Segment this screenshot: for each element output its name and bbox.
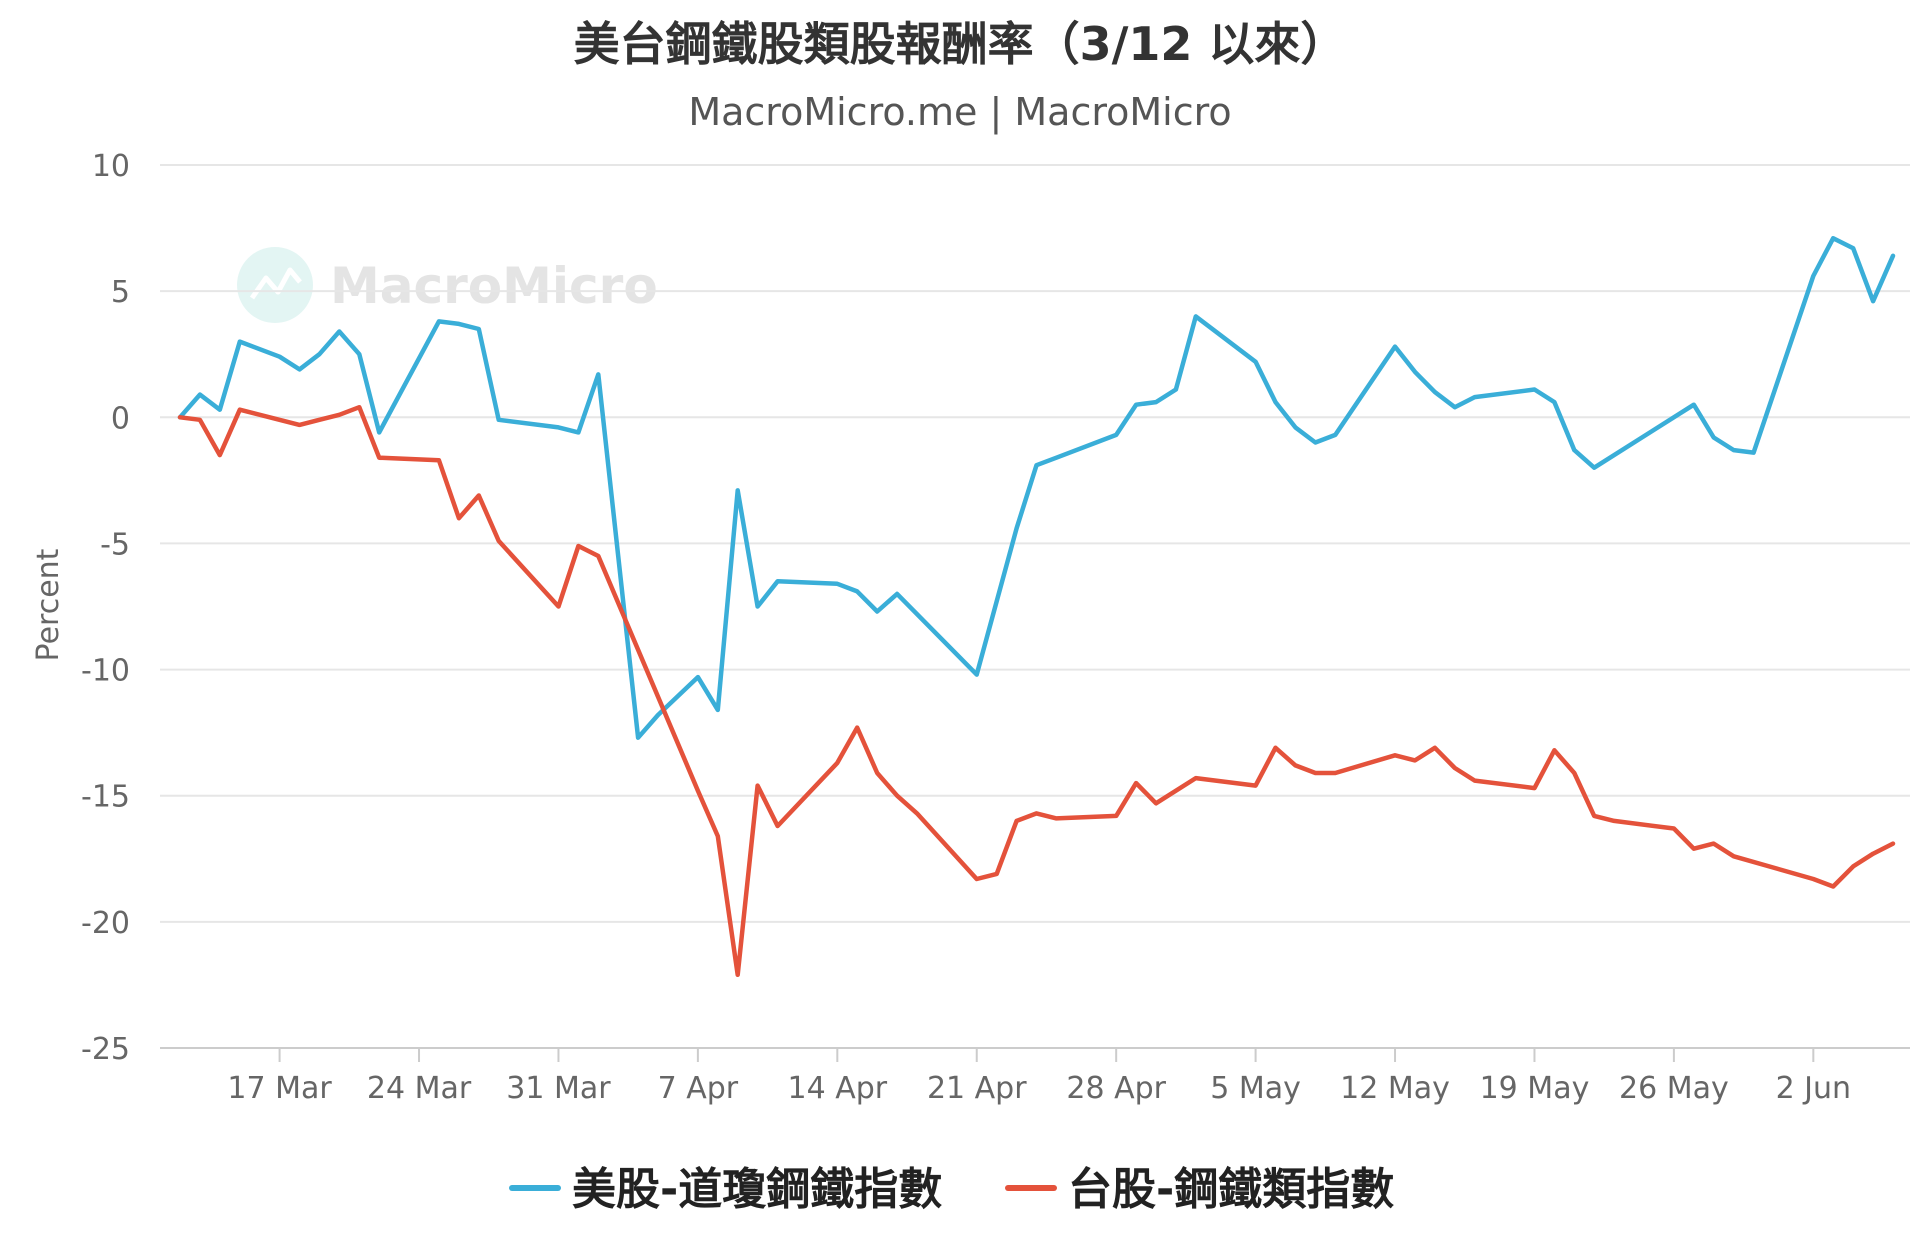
y-tick-label: -20 (81, 906, 130, 941)
series-line-tw-steel (177, 404, 1896, 978)
chart-title: 美台鋼鐵股類股報酬率（3/12 以來） (574, 17, 1347, 71)
x-tick-label: 12 May (1340, 1071, 1450, 1106)
chart-subtitle: MacroMicro.me | MacroMicro (688, 90, 1231, 135)
legend-item-label: 台股-鋼鐵類指數 (1068, 1164, 1394, 1215)
watermark-text: MacroMicro (330, 257, 658, 315)
y-tick-label: -25 (81, 1032, 130, 1067)
x-tick-label: 28 Apr (1066, 1071, 1166, 1106)
x-tick-label: 24 Mar (367, 1071, 472, 1106)
x-tick-label: 26 May (1619, 1071, 1729, 1106)
y-tick-label: -15 (81, 780, 130, 815)
legend-item-label: 美股-道瓊鋼鐵指數 (572, 1164, 942, 1215)
grid-lines (160, 164, 1910, 923)
y-axis-label: Percent (31, 548, 66, 661)
x-tick-label: 21 Apr (927, 1071, 1027, 1106)
y-tick-label: -5 (100, 527, 130, 562)
x-tick-label: 14 Apr (788, 1071, 888, 1106)
x-tick-label: 5 May (1210, 1071, 1301, 1106)
y-tick-label: -10 (81, 654, 130, 689)
y-tick-label: 10 (92, 149, 130, 184)
x-tick-label: 31 Mar (506, 1071, 611, 1106)
x-tick-label: 2 Jun (1776, 1071, 1852, 1106)
x-axis: 17 Mar 24 Mar 31 Mar 7 Apr 14 Apr 21 Apr 28 Ap… (160, 1047, 1910, 1106)
legend: 美股-道瓊鋼鐵指數 台股-鋼鐵類指數 (509, 1164, 1394, 1215)
series-line-us-steel (177, 235, 1896, 740)
x-tick-label: 7 Apr (658, 1071, 739, 1106)
x-tick-label: 17 Mar (227, 1071, 332, 1106)
y-tick-label: 0 (111, 401, 130, 436)
y-axis-ticks: 10 5 0 -5 -10 -15 -20 -25 (81, 149, 130, 1067)
y-tick-label: 5 (111, 275, 130, 310)
watermark: MacroMicro (237, 247, 658, 323)
x-tick-label: 19 May (1480, 1071, 1590, 1106)
series-lines (177, 235, 1896, 978)
